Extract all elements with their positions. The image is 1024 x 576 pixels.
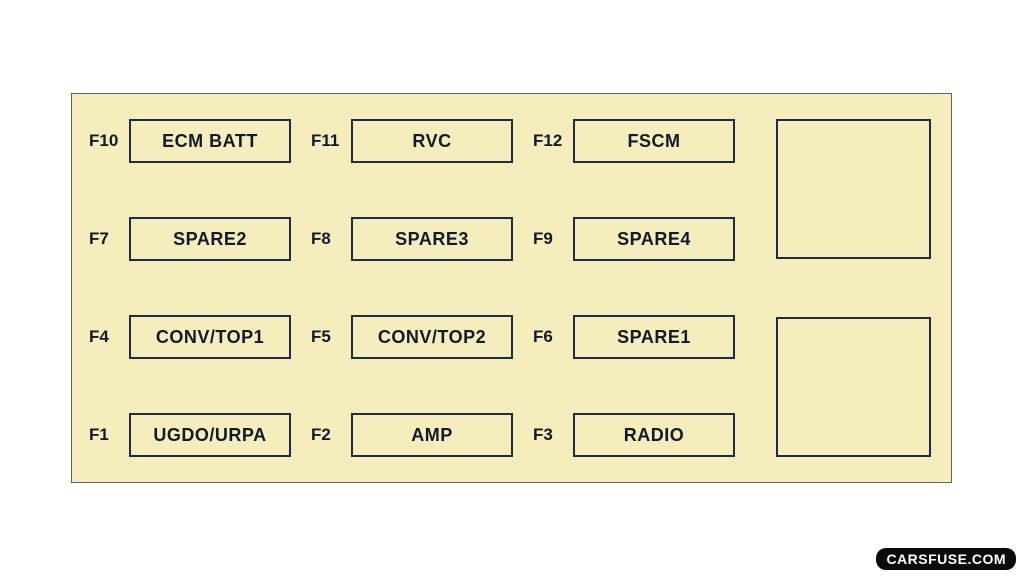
fuse-cell: F1 UGDO/URPA (87, 413, 309, 457)
fuse-diagram-panel: F10 ECM BATT F11 RVC F12 FSCM F7 SPARE2 … (71, 93, 952, 483)
fuse-cell: F12 FSCM (531, 119, 753, 163)
fuse-cell: F9 SPARE4 (531, 217, 753, 261)
fuse-id-label: F10 (87, 131, 129, 151)
fuse-id-label: F8 (309, 229, 351, 249)
fuse-id-label: F7 (87, 229, 129, 249)
fuse-id-label: F4 (87, 327, 129, 347)
fuse-cell: F3 RADIO (531, 413, 753, 457)
fuse-cell: F5 CONV/TOP2 (309, 315, 531, 359)
fuse-cell: F11 RVC (309, 119, 531, 163)
fuse-id-label: F11 (309, 131, 351, 151)
fuse-box: AMP (351, 413, 513, 457)
fuse-cell: F6 SPARE1 (531, 315, 753, 359)
fuse-box: CONV/TOP2 (351, 315, 513, 359)
fuse-cell: F7 SPARE2 (87, 217, 309, 261)
fuse-cell: F10 ECM BATT (87, 119, 309, 163)
watermark-text: CARSFUSE.COM (886, 551, 1006, 567)
fuse-box: SPARE1 (573, 315, 735, 359)
fuse-box: ECM BATT (129, 119, 291, 163)
fuse-box: CONV/TOP1 (129, 315, 291, 359)
fuse-cell: F8 SPARE3 (309, 217, 531, 261)
fuse-box: RVC (351, 119, 513, 163)
fuse-id-label: F9 (531, 229, 573, 249)
watermark-badge: CARSFUSE.COM (876, 548, 1016, 570)
fuse-id-label: F2 (309, 425, 351, 445)
fuse-box: UGDO/URPA (129, 413, 291, 457)
fuse-box: RADIO (573, 413, 735, 457)
fuse-box: SPARE4 (573, 217, 735, 261)
blank-slot-top (776, 119, 931, 259)
fuse-id-label: F5 (309, 327, 351, 347)
fuse-box: SPARE3 (351, 217, 513, 261)
fuse-box: FSCM (573, 119, 735, 163)
fuse-box: SPARE2 (129, 217, 291, 261)
fuse-id-label: F12 (531, 131, 573, 151)
fuse-id-label: F3 (531, 425, 573, 445)
fuse-id-label: F1 (87, 425, 129, 445)
blank-slot-bottom (776, 317, 931, 457)
fuse-cell: F2 AMP (309, 413, 531, 457)
fuse-cell: F4 CONV/TOP1 (87, 315, 309, 359)
fuse-id-label: F6 (531, 327, 573, 347)
